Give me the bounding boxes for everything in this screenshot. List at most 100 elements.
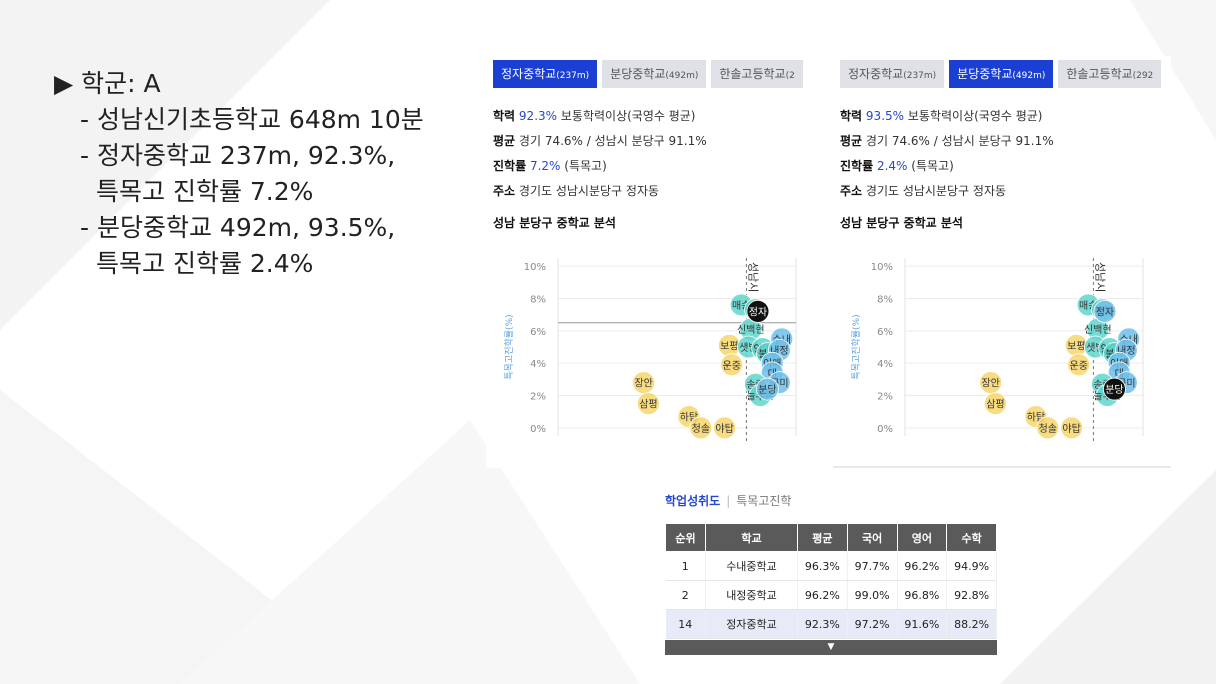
data-point[interactable]: 장안 <box>632 371 656 395</box>
analysis-title: 성남 분당구 중학교 분석 <box>493 216 616 230</box>
y-tick-label: 0% <box>877 424 893 435</box>
y-tick-label: 2% <box>530 392 546 403</box>
cell-math: 92.8% <box>946 580 997 610</box>
data-point[interactable]: 청솔 <box>1036 416 1060 440</box>
tab-special-highschool[interactable]: 특목고진학 <box>736 494 792 508</box>
y-tick-label: 10% <box>524 262 546 273</box>
ranking-table-box: 학업성취도 | 특목고진학 순위 학교 평균 국어 영어 수학 1 수내중학교 96… <box>658 486 1006 666</box>
table-row: 1 수내중학교 96.3% 97.7% 96.2% 94.9% <box>665 551 997 581</box>
data-point-label: 신백현 <box>1084 324 1112 336</box>
data-point[interactable]: 보평 <box>717 333 741 357</box>
table-row-highlighted: 14 정자중학교 92.3% 97.2% 91.6% 88.2% <box>665 609 997 639</box>
bullet-item-jeongja: - 정자중학교 237m, 92.3%, <box>80 141 396 170</box>
rate-row: 진학률 2.4% (특목고) <box>840 159 954 173</box>
cell-school: 수내중학교 <box>705 551 798 581</box>
data-point-label: 청솔 <box>692 423 710 435</box>
reference-line-label: 성남시 <box>746 262 759 292</box>
tab-bundang-middle[interactable]: 분당중학교(492m) <box>949 60 1054 88</box>
data-point[interactable]: 삼평 <box>984 392 1007 416</box>
header-rank: 순위 <box>665 523 706 552</box>
tab-jeongja-middle[interactable]: 정자중학교(237m) <box>493 60 598 88</box>
cell-korean: 97.7% <box>847 551 898 581</box>
data-point[interactable]: 야탑 <box>1060 416 1084 440</box>
tab-bundang-middle[interactable]: 분당중학교(492m) <box>602 60 707 88</box>
y-tick-label: 8% <box>530 294 546 305</box>
cell-english: 96.2% <box>897 551 948 581</box>
cell-korean: 97.2% <box>847 609 898 639</box>
data-point-label: 삼평 <box>986 399 1004 411</box>
y-tick-label: 10% <box>871 262 893 273</box>
y-axis-label: 특목고진학률(%) <box>851 314 862 379</box>
academic-row: 학력 93.5% 보통학력이상(국영수 평균) <box>840 109 1043 123</box>
data-point[interactable]: 야탑 <box>713 416 737 440</box>
data-point[interactable]: 분당 <box>1103 377 1126 401</box>
bullet-head: ▶ 학군: A <box>54 69 161 98</box>
data-point-label: 삼평 <box>639 399 657 411</box>
y-tick-label: 8% <box>877 294 893 305</box>
academic-row: 학력 92.3% 보통학력이상(국영수 평균) <box>493 109 696 123</box>
ranking-table: 순위 학교 평균 국어 영어 수학 1 수내중학교 96.3% 97.7% 96… <box>665 523 997 639</box>
data-point[interactable]: 장안 <box>979 371 1003 395</box>
chevron-down-icon: ▼ <box>827 642 835 652</box>
data-point[interactable]: 정자 <box>1093 300 1117 323</box>
y-tick-label: 0% <box>530 424 546 435</box>
data-point-label: 보평 <box>720 340 738 352</box>
analysis-title: 성남 분당구 중학교 분석 <box>840 216 963 230</box>
cell-english: 96.8% <box>897 580 948 610</box>
average-row: 평균 경기 74.6% / 성남시 분당구 91.1% <box>493 134 707 148</box>
tab-academic-achievement[interactable]: 학업성취도 <box>665 494 721 508</box>
data-point[interactable]: 운중 <box>1067 353 1091 377</box>
bullet-list: ▶ 학군: A - 성남신기초등학교 648m 10분 - 정자중학교 237m… <box>54 66 424 282</box>
data-point-label: 야탑 <box>715 423 733 435</box>
tab-separator: | <box>726 494 731 508</box>
data-point[interactable]: 분당 <box>756 377 779 401</box>
table-header-row: 순위 학교 평균 국어 영어 수학 <box>665 523 997 552</box>
table-row: 2 내정중학교 96.2% 99.0% 96.8% 92.8% <box>665 580 997 610</box>
tab-jeongja-middle[interactable]: 정자중학교(237m) <box>840 60 945 88</box>
school-panel-bundang: 정자중학교(237m) 분당중학교(492m) 한솔고등학교(292 학력 93… <box>833 56 1171 468</box>
cell-average: 96.2% <box>797 580 848 610</box>
data-point-label: 분당 <box>758 384 776 396</box>
cell-math: 88.2% <box>946 609 997 639</box>
cell-math: 94.9% <box>946 551 997 581</box>
header-school: 학교 <box>705 523 798 552</box>
school-tabs: 정자중학교(237m) 분당중학교(492m) 한솔고등학교(292 <box>840 60 1162 88</box>
tab-hansol-high[interactable]: 한솔고등학교(292 <box>1058 60 1162 88</box>
data-point-label: 신백현 <box>737 324 765 336</box>
average-row: 평균 경기 74.6% / 성남시 분당구 91.1% <box>840 134 1054 148</box>
data-point[interactable]: 운중 <box>720 353 744 377</box>
header-english: 영어 <box>896 523 948 552</box>
y-tick-label: 4% <box>877 359 893 370</box>
data-point-label: 운중 <box>1070 360 1088 372</box>
data-point-label: 야탑 <box>1062 423 1080 435</box>
data-point[interactable]: 정자 <box>746 300 770 323</box>
bullet-item-elementary: - 성남신기초등학교 648m 10분 <box>80 105 424 134</box>
data-point-label: 정자 <box>749 306 767 318</box>
address-row: 주소 경기도 성남시분당구 정자동 <box>840 184 1007 198</box>
cell-rank: 14 <box>665 609 706 639</box>
data-point-label: 보평 <box>1067 340 1085 352</box>
data-point[interactable]: 청솔 <box>689 416 713 440</box>
data-point[interactable]: 삼평 <box>637 392 660 416</box>
address-row: 주소 경기도 성남시분당구 정자동 <box>493 184 660 198</box>
table-tabs: 학업성취도 | 특목고진학 <box>665 492 791 509</box>
school-tabs: 정자중학교(237m) 분당중학교(492m) 한솔고등학교(2 <box>493 60 803 88</box>
data-point-label: 장안 <box>981 378 999 390</box>
school-info: 학력 93.5% 보통학력이상(국영수 평균) 평균 경기 74.6% / 성남… <box>840 104 1054 204</box>
y-axis-label: 특목고진학률(%) <box>504 314 515 379</box>
data-point-label: 장안 <box>634 378 652 390</box>
bullet-item-bundang-rate: 특목고 진학률 2.4% <box>96 249 314 278</box>
data-point-label: 운중 <box>723 360 741 372</box>
cell-rank: 1 <box>665 551 706 581</box>
cell-school: 정자중학교 <box>705 609 798 639</box>
school-panel-jeongja: 정자중학교(237m) 분당중학교(492m) 한솔고등학교(2 학력 92.3… <box>486 56 824 468</box>
expand-more-button[interactable]: ▼ <box>665 640 997 655</box>
rate-row: 진학률 7.2% (특목고) <box>493 159 607 173</box>
tab-hansol-high[interactable]: 한솔고등학교(2 <box>711 60 803 88</box>
bullet-item-jeongja-rate: 특목고 진학률 7.2% <box>96 177 314 206</box>
data-point[interactable]: 보평 <box>1064 333 1088 357</box>
header-average: 평균 <box>797 523 848 552</box>
cell-rank: 2 <box>665 580 706 610</box>
